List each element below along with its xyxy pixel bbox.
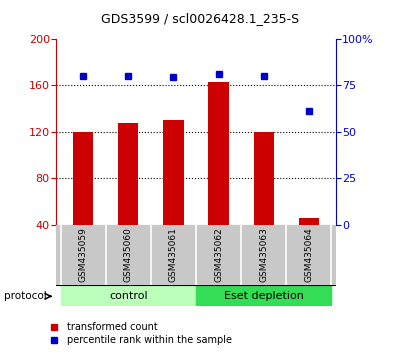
Bar	[299, 218, 319, 225]
Bar	[196, 285, 332, 306]
Bar	[208, 82, 229, 225]
Text: GSM435059: GSM435059	[78, 227, 88, 282]
Text: GSM435061: GSM435061	[169, 227, 178, 282]
Text: GSM435063: GSM435063	[259, 227, 268, 282]
Text: GDS3599 / scl0026428.1_235-S: GDS3599 / scl0026428.1_235-S	[101, 12, 299, 25]
Text: GSM435064: GSM435064	[304, 228, 314, 282]
Text: control: control	[109, 291, 148, 301]
Text: GSM435060: GSM435060	[124, 227, 133, 282]
Bar	[163, 120, 184, 225]
Text: protocol: protocol	[4, 291, 47, 301]
Text: GSM435062: GSM435062	[214, 228, 223, 282]
Text: Eset depletion: Eset depletion	[224, 291, 304, 301]
Bar	[73, 132, 93, 225]
Bar	[60, 285, 196, 306]
Bar	[118, 122, 138, 225]
Bar	[254, 132, 274, 225]
Legend: transformed count, percentile rank within the sample: transformed count, percentile rank withi…	[41, 319, 236, 349]
